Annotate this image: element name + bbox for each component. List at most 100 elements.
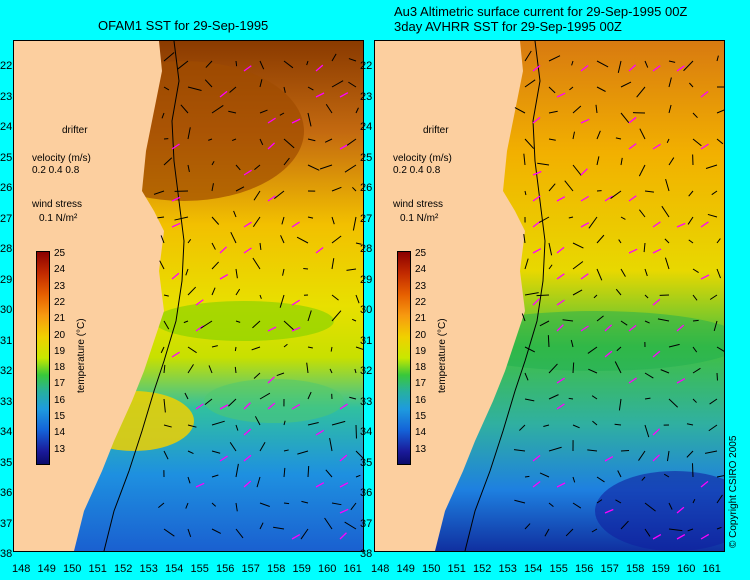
current-vector-arrow: [618, 398, 622, 411]
latitude-tick-label: 36: [0, 487, 13, 499]
current-vector-arrow: [331, 310, 342, 322]
current-vector-arrow: [688, 239, 694, 244]
wind-stress-arrow: [652, 298, 661, 306]
current-vector-arrow: [331, 502, 342, 506]
current-vector-arrow: [187, 364, 194, 374]
wind-stress-arrow: [556, 403, 565, 410]
wind-stress-arrow: [652, 65, 661, 72]
wind-stress-arrow: [532, 298, 540, 306]
current-vector-arrow: [283, 157, 290, 166]
current-vector-arrow: [692, 319, 699, 322]
current-vector-arrow: [307, 465, 310, 478]
current-vector-arrow: [692, 346, 698, 353]
latitude-tick-label: 32: [0, 365, 13, 377]
wind-stress-arrow: [652, 248, 662, 254]
wind-stress-arrow: [195, 403, 204, 410]
wind-stress-arrow: [676, 534, 686, 540]
colorbar-tick: 21: [54, 313, 66, 325]
current-vector-arrow: [644, 320, 650, 324]
current-vector-arrow: [355, 474, 361, 478]
current-vector-arrow: [259, 138, 264, 146]
temperature-colorbar: [36, 251, 50, 465]
wind-stress-arrow: [219, 273, 229, 280]
current-vector-arrow: [569, 86, 574, 91]
current-vector-arrow: [660, 369, 670, 374]
current-vector-arrow: [330, 346, 333, 352]
current-vector-arrow: [565, 528, 574, 537]
current-vector-arrow: [524, 398, 535, 402]
current-vector-arrow: [524, 79, 536, 88]
wind-stress-arrow: [291, 326, 301, 332]
current-vector-arrow: [620, 157, 623, 166]
wind-stress-arrow: [700, 90, 709, 98]
current-vector-arrow: [644, 294, 649, 299]
current-vector-arrow: [184, 392, 189, 400]
current-vector-arrow: [163, 364, 166, 374]
current-vector-arrow: [615, 137, 622, 140]
current-vector-arrow: [572, 164, 582, 176]
current-vector-arrow: [235, 268, 238, 279]
current-vector-arrow: [187, 450, 194, 454]
wind-stress-arrow: [580, 118, 590, 124]
current-vector-arrow: [211, 502, 217, 507]
current-vector-arrow: [596, 156, 600, 166]
current-vector-arrow: [230, 231, 237, 244]
current-vector-arrow: [709, 398, 718, 405]
current-vector-arrow: [570, 339, 574, 348]
latitude-tick-label: 27: [360, 212, 373, 225]
colorbar-tick: 17: [415, 378, 427, 390]
wind-stress-arrow: [339, 508, 349, 514]
latitude-tick-label: 33: [360, 395, 373, 408]
current-vector-arrow: [211, 160, 215, 166]
current-vector-arrow: [183, 320, 189, 324]
wind-stress-arrow: [532, 195, 541, 202]
colorbar-tick: 21: [415, 313, 427, 325]
current-vector-arrow: [208, 365, 213, 374]
wind-stress-arrow: [243, 247, 252, 254]
wind-stress-arrow: [315, 92, 325, 98]
current-vector-arrow: [204, 398, 213, 405]
current-vector-arrow: [620, 320, 628, 326]
current-vector-arrow: [615, 288, 622, 296]
colorbar-tick: 23: [54, 280, 66, 292]
current-vector-arrow: [572, 242, 584, 249]
current-vector-arrow: [187, 86, 202, 91]
current-vector-arrow: [283, 449, 289, 452]
current-vector-arrow: [204, 79, 213, 88]
current-vector-arrow: [547, 335, 550, 348]
colorbar-tick: 13: [415, 443, 427, 455]
current-vector-arrow: [644, 502, 656, 512]
current-vector-arrow: [229, 86, 237, 93]
wind-stress-arrow: [291, 403, 301, 410]
current-vector-arrow: [668, 502, 673, 510]
current-vector-arrow: [692, 398, 697, 403]
wind-stress-legend-value: 0.1 N/m²: [39, 213, 78, 224]
longitude-tick-label: 152: [473, 563, 492, 575]
current-vector-arrow: [644, 60, 649, 68]
latitude-tick-label: 28: [360, 243, 373, 255]
current-vector-arrow: [233, 210, 237, 218]
current-vector-arrow: [588, 368, 598, 374]
current-vector-arrow: [689, 82, 694, 88]
wind-stress-arrow: [532, 454, 541, 462]
current-vector-arrow: [644, 397, 651, 400]
wind-stress-arrow: [243, 454, 252, 462]
wind-stress-arrow: [604, 508, 614, 514]
velocity-legend-label: velocity (m/s): [32, 153, 91, 164]
current-vector-arrow: [641, 476, 646, 481]
wind-stress-arrow: [171, 143, 180, 150]
current-vector-arrow: [687, 528, 694, 532]
current-vector-arrow: [572, 289, 583, 296]
current-vector-arrow: [692, 268, 699, 274]
current-vector-arrow: [187, 239, 192, 244]
current-vector-arrow: [668, 157, 675, 166]
current-vector-arrow: [686, 450, 694, 458]
current-vector-arrow: [688, 190, 694, 197]
model-sst-map: drifter velocity (m/s) 0.2 0.4 0.8 wind …: [13, 40, 364, 552]
current-vector-arrow: [708, 424, 718, 432]
colorbar-tick: 16: [54, 394, 66, 406]
wind-stress-arrow: [700, 143, 709, 150]
wind-stress-arrow: [532, 64, 541, 72]
current-vector-arrow: [344, 521, 357, 530]
colorbar-tick: 19: [54, 345, 66, 357]
